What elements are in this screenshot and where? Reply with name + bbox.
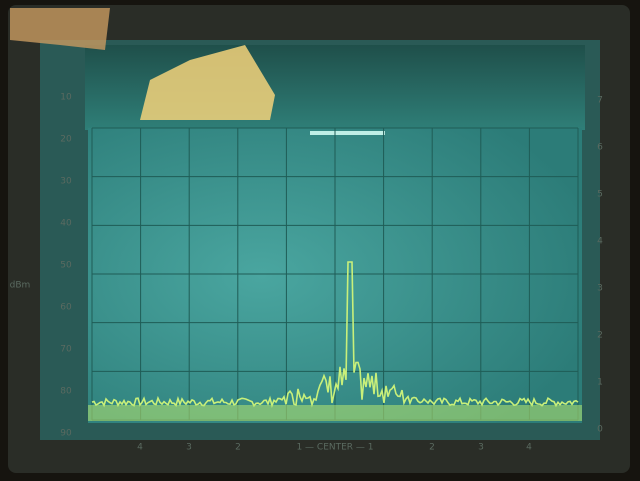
left-scale-label: 60 <box>60 303 72 313</box>
right-scale-label: 7 <box>597 96 603 106</box>
right-scale-label: 2 <box>597 331 603 341</box>
right-scale-label: 5 <box>597 190 603 200</box>
left-scale-label: 80 <box>60 387 72 397</box>
noise-floor <box>88 405 582 421</box>
bottom-scale-label: 4 <box>526 443 532 453</box>
bottom-scale-label: 3 <box>186 443 192 453</box>
reflection <box>10 8 110 50</box>
left-scale-label: 70 <box>60 345 72 355</box>
right-scale-label: 4 <box>597 237 603 247</box>
left-scale-label: 10 <box>60 93 72 103</box>
left-unit: dBm <box>10 281 31 291</box>
bottom-scale-label: 1 — CENTER — 1 <box>296 443 373 453</box>
left-scale-label: 40 <box>60 219 72 229</box>
right-scale-label: 3 <box>597 284 603 294</box>
left-scale-label: 30 <box>60 177 72 187</box>
right-scale-label: 6 <box>597 143 603 153</box>
spectrum-trace <box>91 261 579 409</box>
reflection <box>140 45 275 120</box>
right-scale-label: 0 <box>597 425 603 435</box>
left-scale-label: 20 <box>60 135 72 145</box>
left-scale-label: 50 <box>60 261 72 271</box>
graticule <box>91 127 579 421</box>
bottom-scale-label: 2 <box>235 443 241 453</box>
right-scale-label: 1 <box>597 378 603 388</box>
bottom-scale-label: 3 <box>478 443 484 453</box>
bottom-scale-label: 2 <box>429 443 435 453</box>
left-scale-label: 90 <box>60 429 72 439</box>
bottom-scale-label: 4 <box>137 443 143 453</box>
